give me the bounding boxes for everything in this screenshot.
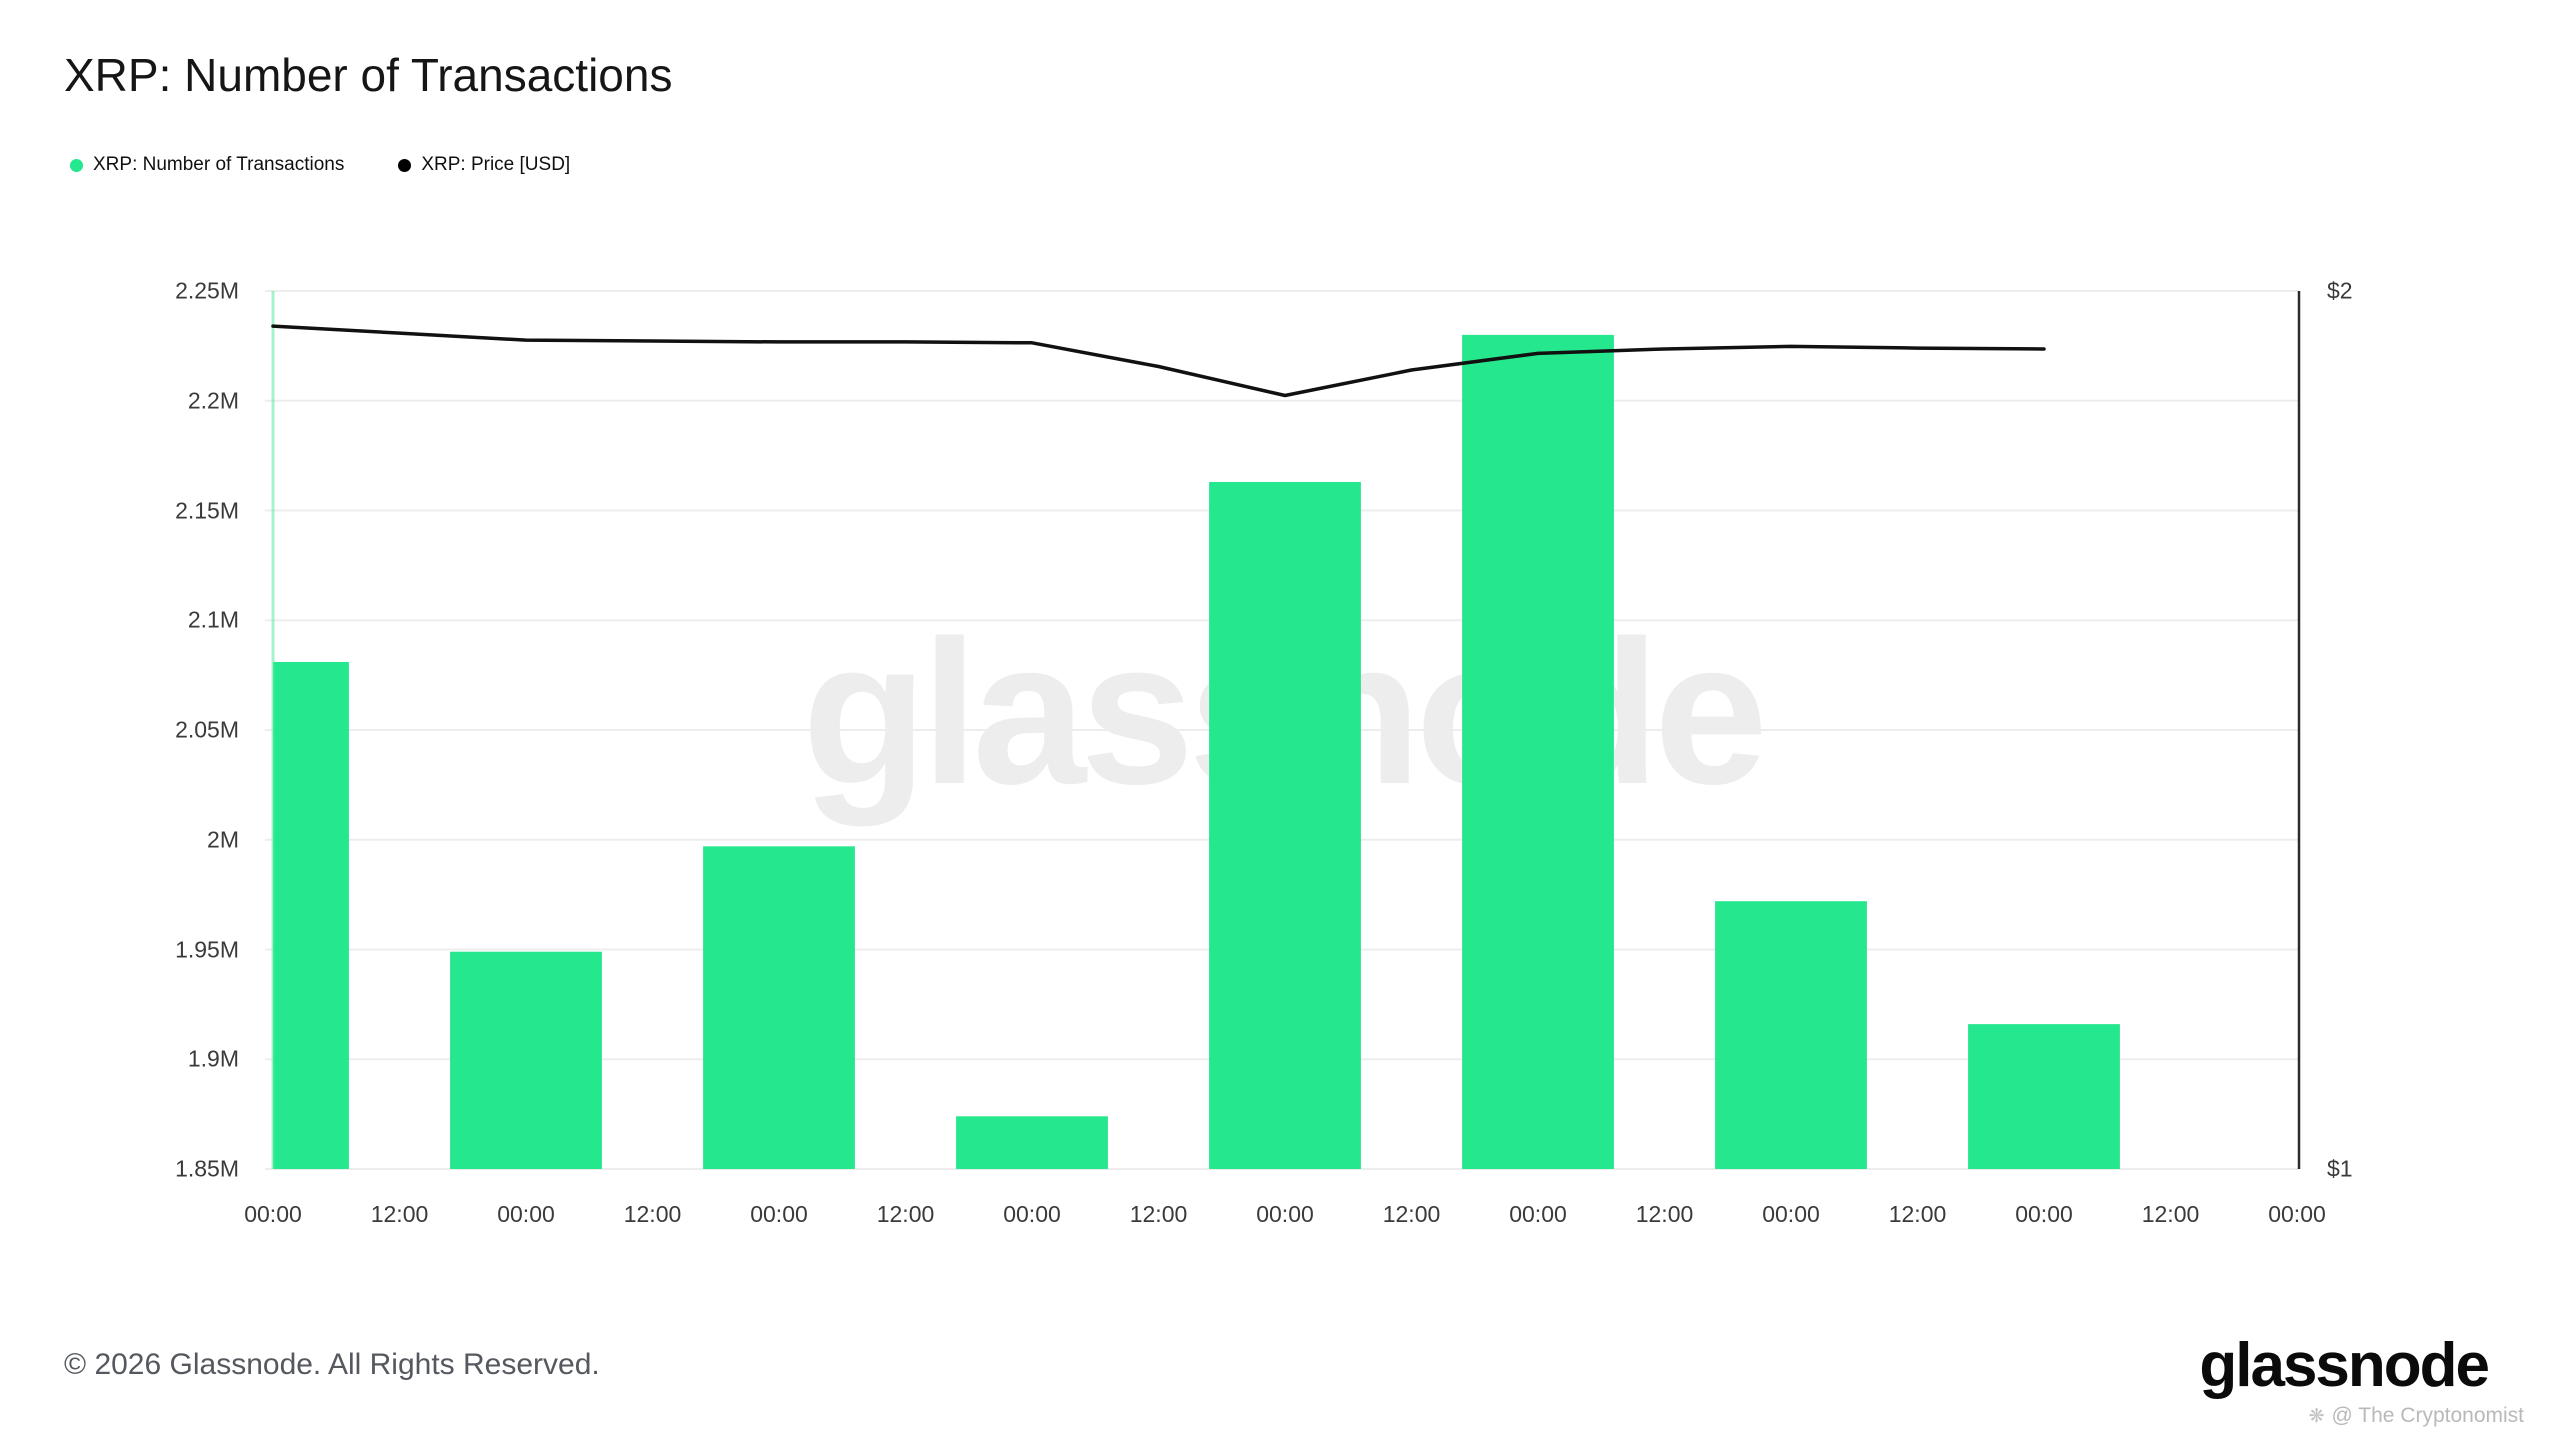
x-axis-label: 00:00 [750, 1201, 808, 1227]
legend-swatch-green-icon [70, 158, 83, 172]
y-axis-label: 2.2M [187, 387, 239, 414]
transactions-bar[interactable] [956, 1116, 1108, 1169]
transactions-bar[interactable] [273, 661, 349, 1169]
transactions-bar[interactable] [1209, 481, 1361, 1170]
x-axis-label: 12:00 [876, 1201, 935, 1227]
page-title: XRP: Number of Transactions [64, 49, 673, 101]
y-axis-label: 2.15M [175, 497, 239, 523]
transactions-bar[interactable] [1462, 334, 1614, 1169]
y-axis-label: 2.25M [175, 277, 239, 304]
y-axis-label: 1.9M [187, 1045, 239, 1072]
cryptonomist-icon: ❋ [2308, 1405, 2325, 1427]
transactions-bar[interactable] [1968, 1024, 2120, 1169]
y-axis-label: 2M [207, 826, 239, 853]
transactions-bar[interactable] [1715, 901, 1867, 1169]
x-axis-label: 00:00 [1509, 1201, 1567, 1227]
x-axis-label: 12:00 [2141, 1201, 2200, 1227]
legend-item-transactions[interactable]: XRP: Number of Transactions [70, 154, 344, 176]
glassnode-logo: glassnode [2199, 1331, 2490, 1400]
x-axis-label: 12:00 [623, 1201, 682, 1227]
x-axis-label: 12:00 [1888, 1201, 1947, 1227]
x-axis-label: 00:00 [2268, 1201, 2326, 1227]
x-axis-label: 00:00 [497, 1201, 555, 1227]
x-axis-label: 12:00 [1635, 1201, 1694, 1227]
y-axis-label: 2.05M [175, 716, 239, 743]
chart-plot[interactable] [265, 285, 2305, 1265]
transactions-bar[interactable] [703, 846, 855, 1169]
x-axis-label: 00:00 [244, 1201, 302, 1227]
legend-swatch-black-icon [398, 158, 412, 172]
attribution: ❋ @ The Cryptonomist [2309, 1404, 2524, 1428]
footer-copyright: © 2026 Glassnode. All Rights Reserved. [64, 1348, 600, 1381]
x-axis-label: 12:00 [1382, 1201, 1441, 1227]
x-axis-label: 00:00 [1003, 1201, 1061, 1227]
price-line [271, 324, 2046, 398]
legend-label-price: XRP: Price [USD] [421, 154, 571, 175]
x-axis-label: 00:00 [2015, 1201, 2073, 1227]
price-axis-label: $2 [2327, 277, 2353, 304]
transactions-bar[interactable] [450, 951, 602, 1169]
chart-area[interactable]: glassnode 2.25M2.2M2.15M2.1M2.05M2M1.95M… [175, 278, 2353, 1265]
attribution-text: @ The Cryptonomist [2331, 1404, 2525, 1427]
legend: XRP: Number of Transactions XRP: Price [… [70, 154, 570, 176]
y-axis-label: 1.95M [175, 936, 239, 962]
legend-item-price[interactable]: XRP: Price [USD] [398, 154, 570, 176]
x-axis-label: 00:00 [1762, 1201, 1820, 1227]
legend-label-transactions: XRP: Number of Transactions [93, 154, 345, 175]
y-axis-label: 1.85M [175, 1155, 239, 1182]
price-axis-label: $1 [2327, 1155, 2353, 1182]
x-axis-label: 12:00 [370, 1201, 429, 1227]
x-axis-label: 00:00 [1256, 1201, 1314, 1227]
x-axis-label: 12:00 [1129, 1201, 1188, 1227]
y-axis-label: 2.1M [187, 606, 239, 633]
